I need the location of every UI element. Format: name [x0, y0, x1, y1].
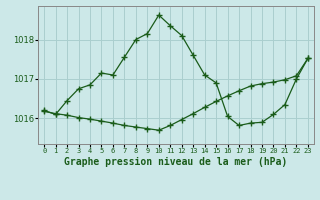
X-axis label: Graphe pression niveau de la mer (hPa): Graphe pression niveau de la mer (hPa) — [64, 157, 288, 167]
